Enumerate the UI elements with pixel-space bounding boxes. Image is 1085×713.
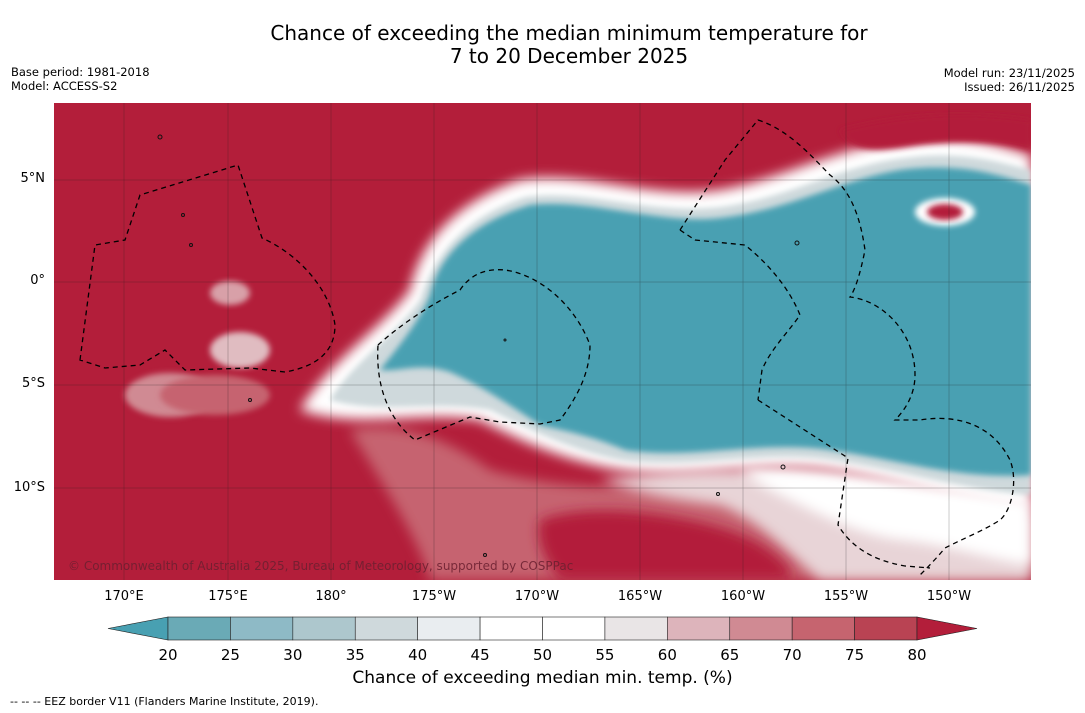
colorbar-cells <box>167 616 918 641</box>
lon-label-175w: 175°W <box>411 589 457 604</box>
lon-label-160w: 160°W <box>720 589 766 604</box>
model-run-text: Model run: 23/11/2025 <box>943 66 1075 80</box>
colorbar-tick-label: 70 <box>782 646 802 664</box>
base-period-text: Base period: 1981-2018 <box>11 65 150 79</box>
lon-label-180: 180° <box>315 589 347 604</box>
colorbar-tick-label: 20 <box>158 646 178 664</box>
meta-left: Base period: 1981-2018 Model: ACCESS-S2 <box>11 65 150 93</box>
map-title: Chance of exceeding the median minimum t… <box>0 22 1085 68</box>
lon-label-170w: 170°W <box>514 589 560 604</box>
probability-field <box>54 103 1031 580</box>
eez-borders <box>79 119 1015 576</box>
issued-text: Issued: 26/11/2025 <box>964 80 1075 94</box>
colorbar-cell <box>542 616 606 641</box>
lat-label-0: 0° <box>30 273 45 288</box>
lon-label-170e: 170°E <box>104 589 144 604</box>
colorbar-tick-label: 40 <box>408 646 428 664</box>
deep-warm-blob-south <box>538 510 790 580</box>
colorbar-high-extend <box>916 616 978 641</box>
lat-label-5s: 5°S <box>21 376 45 391</box>
colorbar-cell <box>791 616 855 641</box>
colorbar-tick-label: 25 <box>220 646 240 664</box>
colorbar-tick-label: 60 <box>657 646 677 664</box>
colorbar-cell <box>354 616 418 641</box>
colorbar-tick-label: 50 <box>532 646 553 664</box>
colorbar-title: Chance of exceeding median min. temp. (%… <box>352 668 733 688</box>
copyright-notice: © Commonwealth of Australia 2025, Bureau… <box>68 559 574 573</box>
lat-label-5n: 5°N <box>20 171 46 186</box>
colorbar-cell <box>667 616 731 641</box>
graticule <box>54 103 1031 580</box>
eez-south-segment <box>757 399 931 569</box>
model-text: Model: ACCESS-S2 <box>11 79 118 93</box>
colorbar-cell <box>230 616 294 641</box>
title-line-1: Chance of exceeding the median minimum t… <box>270 21 868 45</box>
colorbar-tick-label: 75 <box>845 646 865 664</box>
meta-right: Model run: 23/11/2025 Issued: 26/11/2025 <box>944 66 1075 94</box>
colorbar-cell <box>854 616 918 641</box>
title-line-2: 7 to 20 December 2025 <box>449 44 689 68</box>
colorbar-cell <box>417 616 481 641</box>
colorbar-tick-label: 55 <box>595 646 615 664</box>
eez-footnote: -- -- -- EEZ border V11 (Flanders Marine… <box>10 695 319 708</box>
warm-pocket-northeast-core <box>927 204 963 220</box>
colorbar-cell <box>479 616 543 641</box>
patch-west-3 <box>210 281 250 305</box>
patch-west-2 <box>210 332 270 368</box>
colorbar-cell <box>167 616 231 641</box>
colorbar-cell <box>604 616 668 641</box>
colorbar-low-extend <box>107 616 169 641</box>
colorbar <box>107 616 978 641</box>
eez-line-inner <box>679 229 801 401</box>
eez-kiribati-line <box>679 119 1015 576</box>
patch-west-4 <box>160 375 270 415</box>
lon-label-165w: 165°W <box>617 589 663 604</box>
colorbar-tick-label: 65 <box>720 646 740 664</box>
lon-label-155w: 155°W <box>823 589 869 604</box>
colorbar-cell <box>292 616 356 641</box>
lon-label-175e: 175°E <box>208 589 248 604</box>
colorbar-tick-label: 80 <box>907 646 927 664</box>
eez-kiribati-phoenix <box>377 269 591 441</box>
islands <box>157 134 800 557</box>
colorbar-cell <box>729 616 793 641</box>
colorbar-tick-label: 45 <box>470 646 490 664</box>
lon-label-150w: 150°W <box>926 589 972 604</box>
lat-label-10s: 10°S <box>13 480 45 495</box>
colorbar-tick-label: 30 <box>283 646 303 664</box>
cool-region <box>380 167 1031 476</box>
north-warm-strip <box>840 114 1031 150</box>
colorbar-tick-label: 35 <box>345 646 365 664</box>
